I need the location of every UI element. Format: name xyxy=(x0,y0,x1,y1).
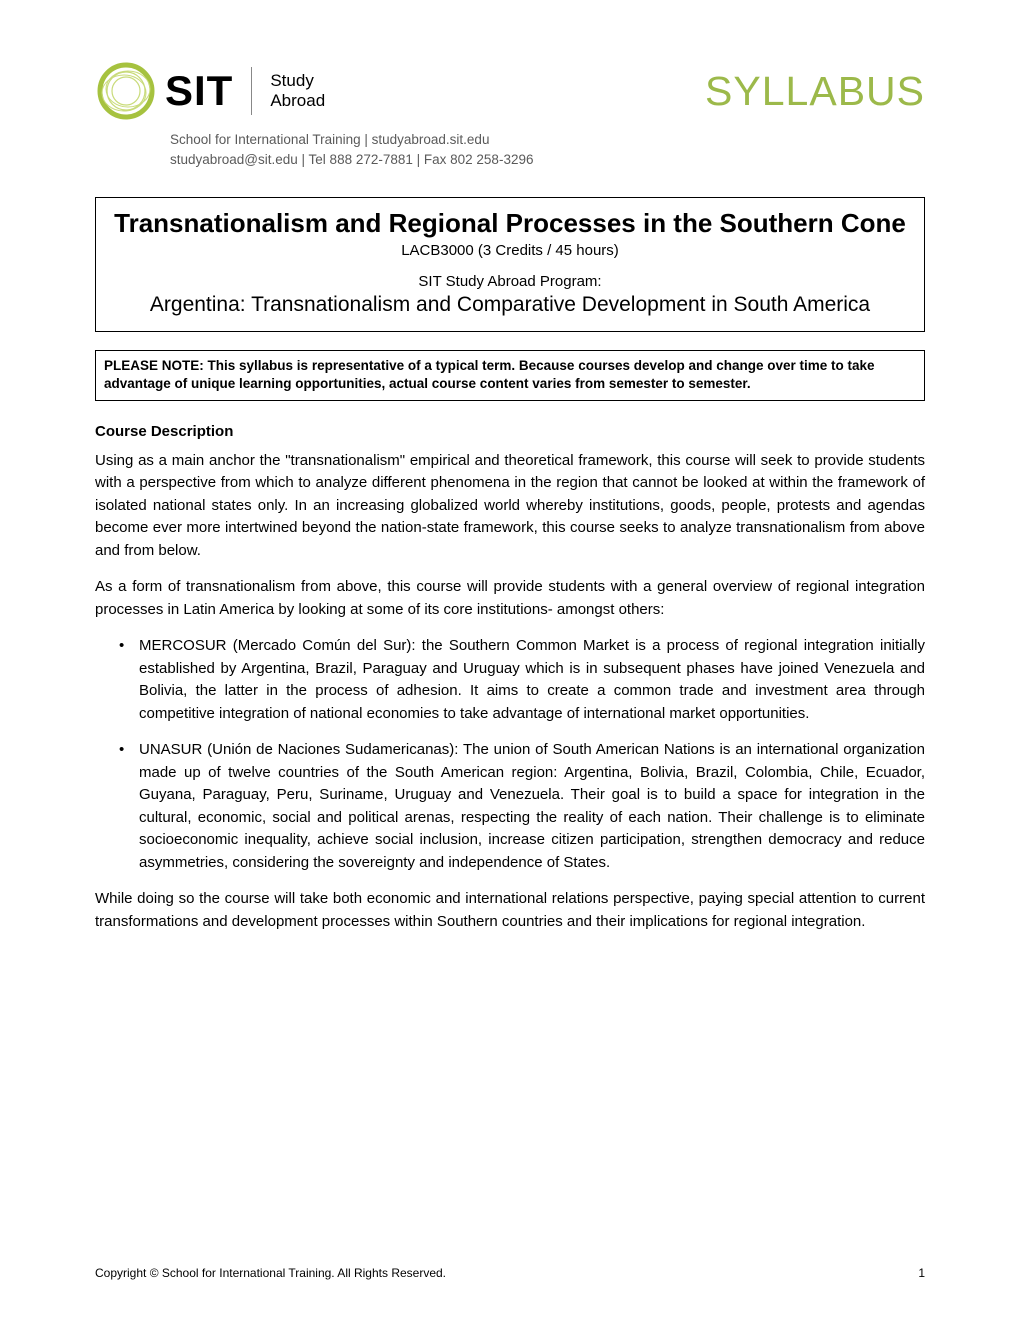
school-contact-info: School for International Training | stud… xyxy=(170,130,925,169)
note-body: This syllabus is representative of a typ… xyxy=(104,358,875,391)
institution-bullet-list: MERCOSUR (Mercado Común del Sur): the So… xyxy=(95,635,925,874)
logo-subtext: Study Abroad xyxy=(270,71,325,110)
note-lead: PLEASE NOTE: xyxy=(104,358,204,373)
program-label: SIT Study Abroad Program: xyxy=(110,273,910,290)
logo-sit-text: SIT xyxy=(165,67,233,115)
paragraph-2: As a form of transnationalism from above… xyxy=(95,576,925,621)
logo-sub-line1: Study xyxy=(270,71,325,91)
list-item: MERCOSUR (Mercado Común del Sur): the So… xyxy=(139,635,925,725)
section-heading-course-description: Course Description xyxy=(95,423,925,440)
program-name: Argentina: Transnationalism and Comparat… xyxy=(110,293,910,317)
header-row: SIT Study Abroad SYLLABUS xyxy=(95,60,925,122)
sit-logo-icon xyxy=(95,60,157,122)
logo-block: SIT Study Abroad xyxy=(95,60,325,122)
course-title: Transnationalism and Regional Processes … xyxy=(110,208,910,239)
logo-sub-line2: Abroad xyxy=(270,91,325,111)
footer-copyright: Copyright © School for International Tra… xyxy=(95,1266,446,1280)
school-info-line2: studyabroad@sit.edu | Tel 888 272-7881 |… xyxy=(170,150,925,170)
school-info-line1: School for International Training | stud… xyxy=(170,130,925,150)
list-item: UNASUR (Unión de Naciones Sudamericanas)… xyxy=(139,739,925,874)
title-box: Transnationalism and Regional Processes … xyxy=(95,197,925,332)
please-note-box: PLEASE NOTE: This syllabus is representa… xyxy=(95,350,925,400)
paragraph-1: Using as a main anchor the "transnationa… xyxy=(95,450,925,563)
page-container: SIT Study Abroad SYLLABUS School for Int… xyxy=(0,0,1020,987)
course-code: LACB3000 (3 Credits / 45 hours) xyxy=(110,242,910,259)
paragraph-3: While doing so the course will take both… xyxy=(95,888,925,933)
footer-page-number: 1 xyxy=(918,1266,925,1280)
logo-divider xyxy=(251,67,252,115)
page-footer: Copyright © School for International Tra… xyxy=(95,1266,925,1280)
syllabus-heading: SYLLABUS xyxy=(705,68,925,115)
